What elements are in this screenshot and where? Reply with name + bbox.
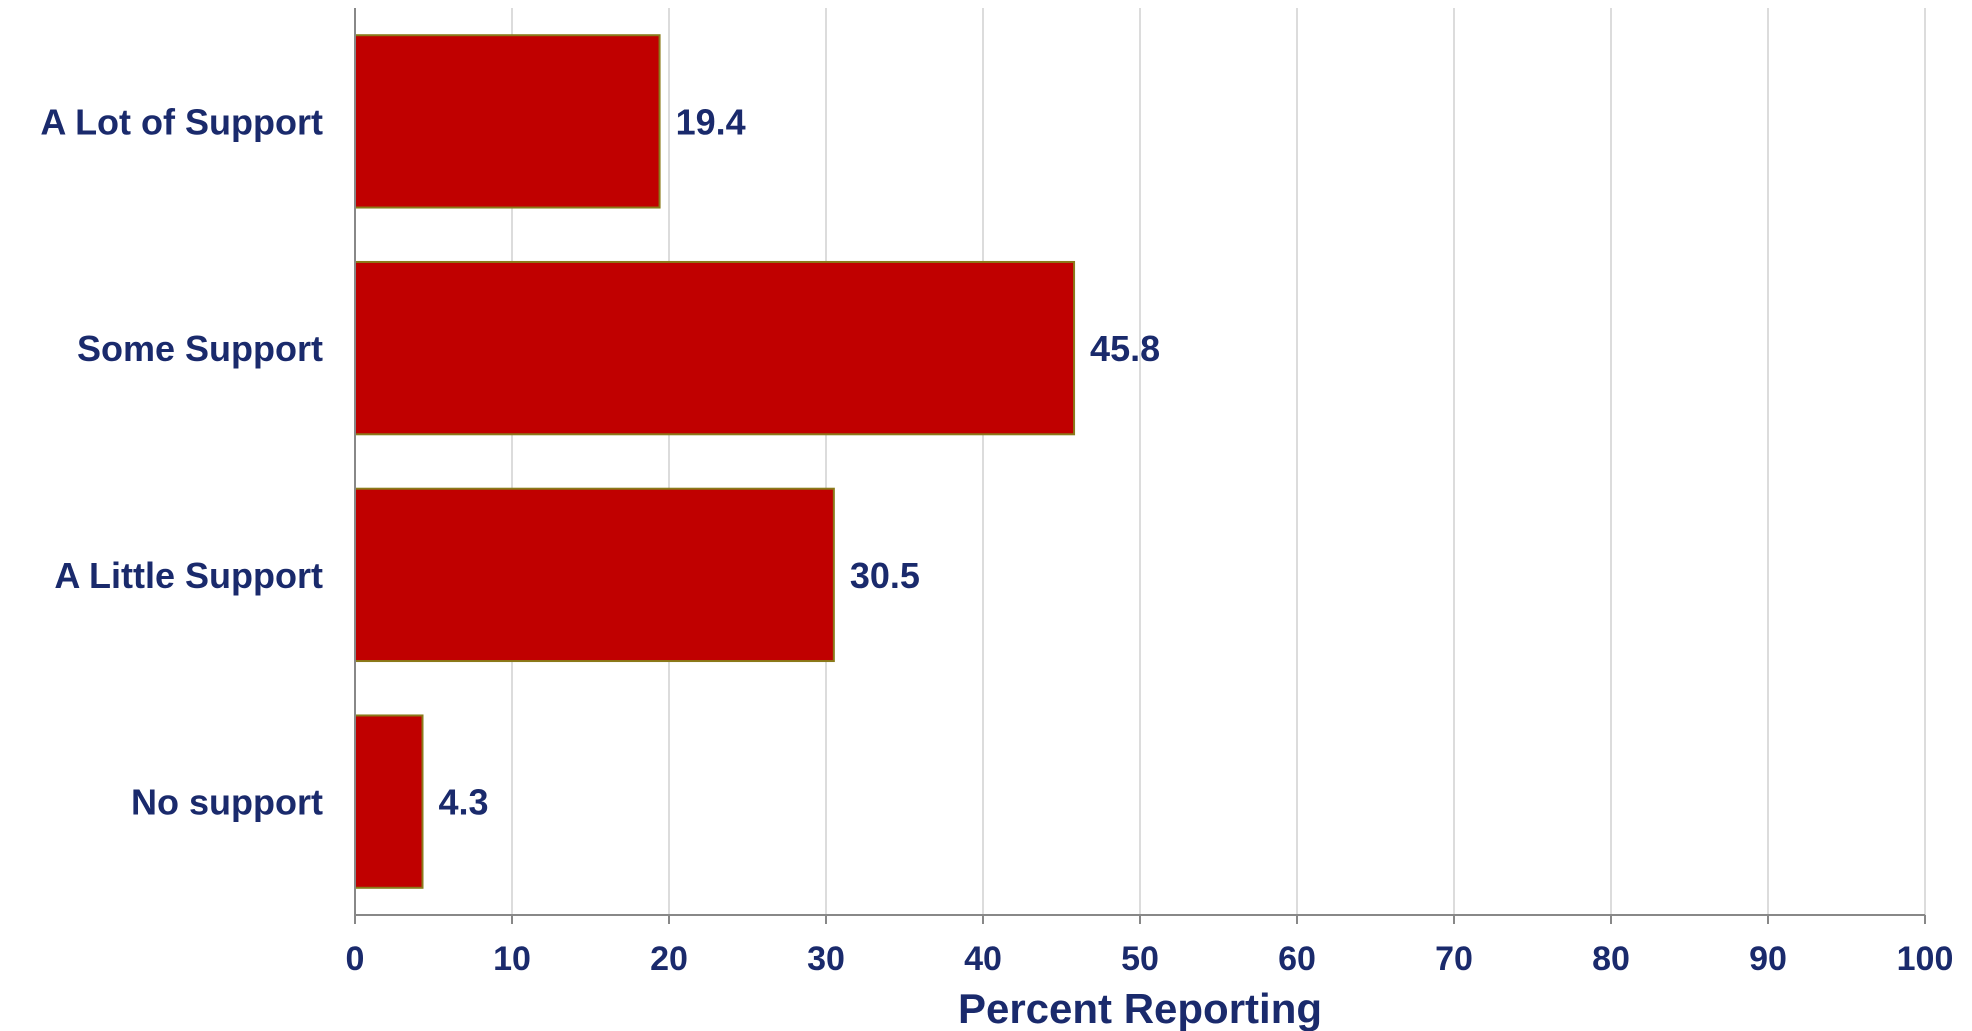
x-axis-title: Percent Reporting	[958, 985, 1322, 1031]
x-tick-label-50: 50	[1121, 940, 1159, 978]
bar-a-little-support	[354, 487, 835, 663]
x-tick-label-0: 0	[346, 940, 365, 978]
y-category-label: A Little Support	[54, 555, 323, 596]
x-tick-label-90: 90	[1749, 940, 1787, 978]
x-tick-label-70: 70	[1435, 940, 1473, 978]
bar-some-support	[354, 260, 1076, 436]
bar-value-label: 4.3	[439, 782, 489, 823]
bar-value-label: 19.4	[676, 101, 746, 142]
y-category-label: Some Support	[77, 328, 323, 369]
bar-no-support	[354, 714, 424, 889]
axes	[354, 8, 1926, 924]
x-tick-label-40: 40	[964, 940, 1002, 978]
x-tick-label-20: 20	[650, 940, 688, 978]
x-tick-label-30: 30	[807, 940, 845, 978]
y-category-label: No support	[131, 782, 323, 823]
x-tick-label-10: 10	[493, 940, 531, 978]
labels: 0 10 20 30 40 50 60 70 80 90 100 A Lot of Support 19…	[40, 101, 1953, 978]
bars	[354, 34, 1076, 889]
x-tick-label-100: 100	[1897, 940, 1954, 978]
bar-value-label: 45.8	[1090, 328, 1160, 369]
bar-value-label: 30.5	[850, 555, 920, 596]
bar-a-lot-of-support	[354, 34, 661, 209]
x-tick-label-80: 80	[1592, 940, 1630, 978]
x-tick-label-60: 60	[1278, 940, 1316, 978]
gridlines	[511, 8, 1926, 915]
y-category-label: A Lot of Support	[40, 101, 323, 142]
